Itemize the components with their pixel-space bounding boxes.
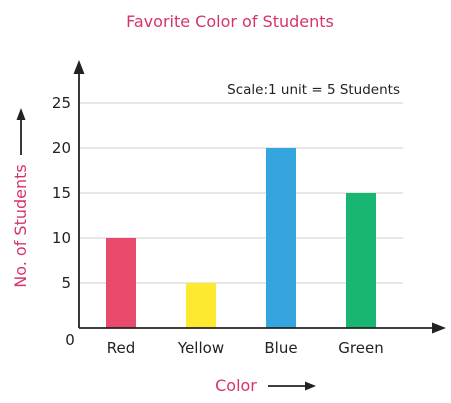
y-tick-label: 25 <box>52 94 71 112</box>
y-axis-title-arrowhead <box>16 108 26 120</box>
bar-yellow <box>186 283 216 328</box>
bar-blue <box>266 148 296 328</box>
y-axis-title: No. of Students <box>11 164 30 287</box>
y-tick-label: 20 <box>52 139 71 157</box>
x-category-label: Green <box>338 339 383 357</box>
chart-title: Favorite Color of Students <box>126 12 334 31</box>
bar-green <box>346 193 376 328</box>
bar-red <box>106 238 136 328</box>
x-category-label: Red <box>107 339 136 357</box>
x-category-label: Yellow <box>177 339 224 357</box>
scale-annotation: Scale:1 unit = 5 Students <box>227 82 400 98</box>
y-tick-label: 15 <box>52 184 71 202</box>
y-tick-label: 0 <box>65 331 75 349</box>
bars <box>106 148 376 328</box>
x-axis-arrowhead <box>432 322 446 334</box>
x-axis-title: Color <box>215 376 257 395</box>
y-tick-labels: 0 5 10 15 20 25 <box>52 94 75 349</box>
y-axis-arrowhead <box>73 60 85 74</box>
x-category-labels: Red Yellow Blue Green <box>107 339 384 357</box>
x-category-label: Blue <box>264 339 297 357</box>
x-axis-title-arrowhead <box>305 381 316 391</box>
y-tick-label: 10 <box>52 229 71 247</box>
y-tick-label: 5 <box>61 274 71 292</box>
